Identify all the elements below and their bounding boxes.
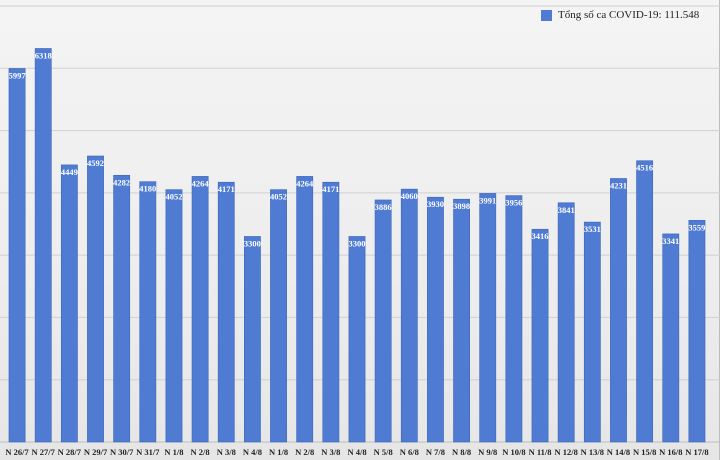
bar [662, 233, 680, 443]
x-tick-label: N 17/8 [685, 447, 708, 457]
data-label: 4180 [139, 184, 156, 194]
bar [244, 236, 261, 443]
data-label: 4052 [270, 192, 287, 202]
data-label: 4282 [113, 177, 130, 187]
data-label: 4264 [192, 178, 210, 188]
x-tick-label: N 1/8 [269, 447, 288, 457]
x-tick-label: N 6/8 [400, 447, 419, 457]
bar [8, 68, 26, 443]
x-tick-label: N 27/7 [32, 447, 56, 457]
x-tick-label: N 3/8 [321, 447, 340, 457]
x-tick-label: N 13/8 [581, 447, 604, 457]
bar [453, 198, 470, 443]
data-label: 4516 [636, 163, 653, 173]
x-tick-label: N 11/8 [529, 447, 552, 457]
data-label: 3531 [584, 224, 601, 234]
x-tick-label: N 2/8 [191, 447, 210, 457]
bar [139, 181, 157, 443]
bar [60, 164, 78, 443]
bar [636, 160, 654, 443]
bar [217, 181, 235, 443]
bar [34, 48, 52, 443]
data-label: 4052 [165, 192, 182, 202]
x-tick-label: N 28/7 [58, 447, 82, 457]
x-tick-label: N 29/7 [84, 447, 108, 457]
data-label: 4592 [87, 158, 104, 168]
bar [165, 189, 183, 443]
data-label: 4449 [61, 167, 78, 177]
bar [374, 199, 392, 443]
bar [400, 188, 418, 443]
data-label: 3416 [532, 231, 549, 241]
data-label: 3991 [479, 195, 496, 205]
x-tick-label: N 16/8 [659, 447, 682, 457]
data-label: 6318 [35, 50, 52, 60]
legend: Tổng số ca COVID-19: 111.548 [541, 9, 699, 21]
x-tick-label: N 3/8 [217, 447, 236, 457]
x-tick-label: N 7/8 [426, 447, 445, 457]
bar [427, 196, 444, 443]
bar [348, 236, 366, 443]
x-tick-label: N 2/8 [295, 447, 314, 457]
data-label: 4171 [322, 184, 339, 194]
bar [296, 176, 314, 443]
data-label: 4231 [610, 180, 627, 190]
x-tick-label: N 8/8 [452, 447, 471, 457]
data-label: 3930 [427, 199, 444, 209]
bar [557, 202, 575, 443]
data-label: 4171 [218, 184, 235, 194]
bar [688, 220, 706, 443]
data-label: 3956 [505, 198, 522, 208]
bar [610, 178, 627, 443]
x-tick-label: N 12/8 [555, 447, 578, 457]
x-tick-label: N 1/8 [164, 447, 183, 457]
bar [505, 195, 523, 443]
legend-label: Tổng số ca COVID-19: 111.548 [558, 9, 700, 21]
x-tick-label: N 10/8 [502, 447, 525, 457]
x-tick-label: N 4/8 [347, 447, 366, 457]
bar [87, 155, 104, 443]
x-tick-label: N 9/8 [478, 447, 497, 457]
x-tick-label: N 14/8 [607, 447, 630, 457]
bar [191, 176, 209, 443]
x-tick-label: N 26/7 [5, 447, 29, 457]
x-tick-label: N 30/7 [110, 447, 134, 457]
data-label: 3559 [688, 222, 705, 232]
bar [113, 174, 131, 443]
value-labels: 5997 6318 4449 4592 4282 4180 4052 4264 4171 3300… [9, 50, 706, 248]
data-label: 3898 [453, 201, 470, 211]
data-label: 3886 [375, 202, 392, 212]
bar [479, 193, 497, 443]
x-axis-ticks: N 26/7 N 27/7 N 28/7 N 29/7 N 30/7 N 31/7 N 1/… [5, 447, 708, 457]
bars [8, 48, 706, 443]
legend-swatch [541, 9, 552, 21]
bar [583, 221, 601, 443]
x-tick-label: N 5/8 [374, 447, 393, 457]
data-label: 4264 [296, 178, 314, 188]
data-label: 3341 [662, 236, 679, 246]
data-label: 5997 [9, 70, 27, 80]
data-label: 3841 [558, 205, 575, 215]
data-label: 4060 [401, 191, 418, 201]
bar [322, 181, 340, 443]
bar [531, 228, 549, 443]
x-tick-label: N 15/8 [633, 447, 656, 457]
data-label: 3300 [349, 238, 366, 248]
x-tick-label: N 31/7 [136, 447, 160, 457]
x-tick-label: N 4/8 [243, 447, 262, 457]
bar [270, 189, 287, 443]
data-label: 3300 [244, 238, 261, 248]
